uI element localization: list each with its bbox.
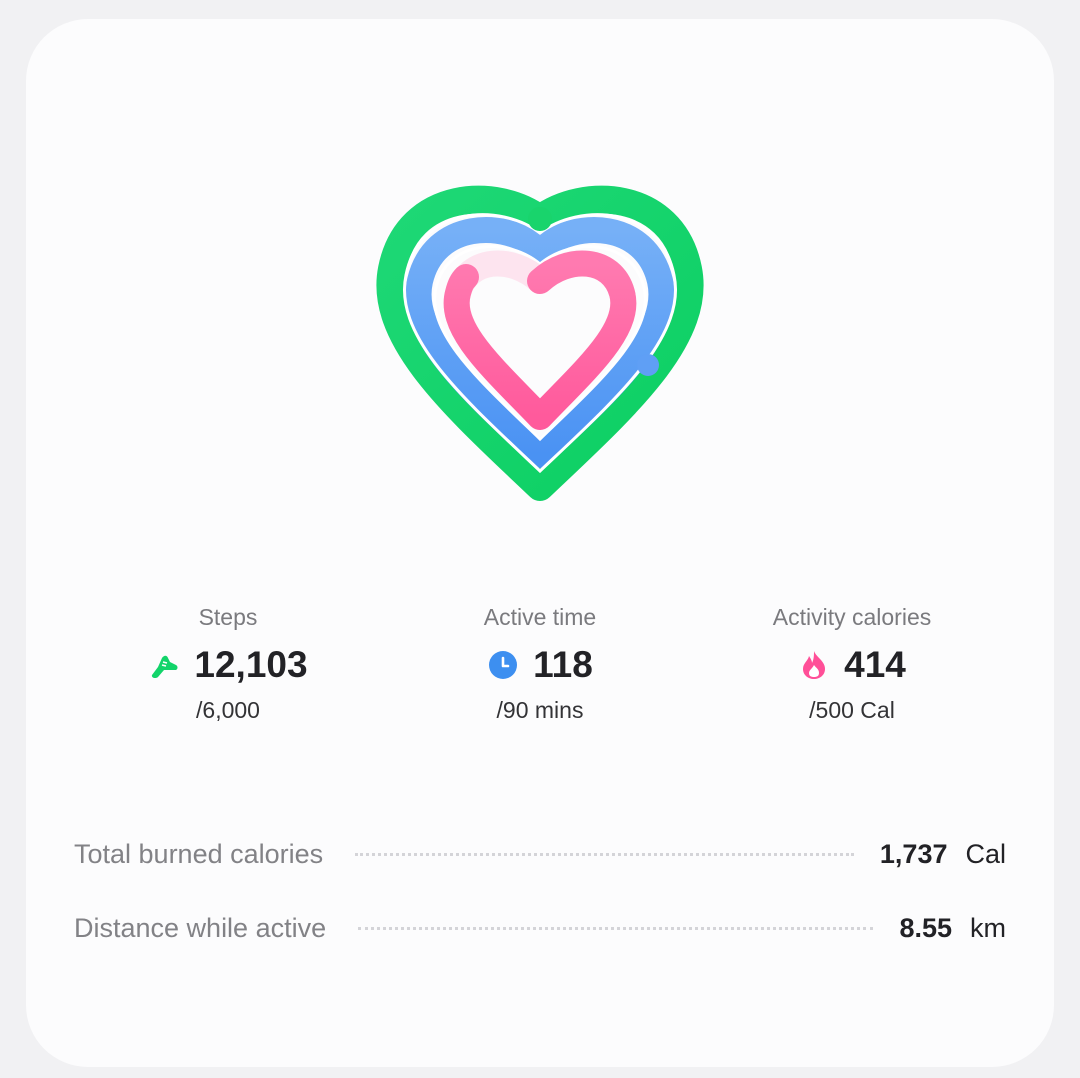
stat-value: 414 [844, 644, 906, 685]
detail-label: Total burned calories [74, 838, 324, 869]
clock-icon [489, 651, 518, 679]
detail-row-total-burned[interactable]: Total burned calories 1,737 Cal [74, 817, 1006, 891]
stat-value: 118 [533, 644, 593, 685]
calories-ring [443, 250, 637, 430]
flame-icon [803, 651, 826, 679]
detail-unit: Cal [965, 838, 1006, 869]
stat-activity-calories[interactable]: Activity calories 414 /500 Cal [692, 597, 1012, 727]
heart-rings-graphic [376, 185, 704, 501]
stat-label: Steps [198, 604, 258, 630]
detail-row-distance[interactable]: Distance while active 8.55 km [74, 891, 1006, 965]
details-list: Total burned calories 1,737 Cal Distance… [74, 817, 1006, 965]
shoe-icon [152, 655, 178, 679]
detail-unit: km [970, 912, 1006, 943]
detail-value: 1,737 [879, 838, 948, 869]
stat-goal: /90 mins [496, 697, 584, 723]
stat-label: Active time [483, 604, 597, 630]
stat-label: Activity calories [772, 604, 932, 630]
stat-goal: /500 Cal [809, 697, 895, 723]
stats-row: Steps 12,103 /6,000 Active time 118 /90 … [26, 597, 1054, 737]
activity-summary-card: Steps 12,103 /6,000 Active time 118 /90 … [26, 19, 1054, 1067]
stat-active-time[interactable]: Active time 118 /90 mins [380, 597, 700, 727]
steps-ring [376, 185, 704, 501]
detail-label: Distance while active [74, 912, 327, 943]
dotted-leader [355, 852, 854, 856]
active-time-ring [405, 217, 675, 468]
detail-value: 8.55 [899, 912, 952, 943]
stat-goal: /6,000 [196, 697, 260, 723]
dotted-leader [358, 926, 874, 930]
stat-steps[interactable]: Steps 12,103 /6,000 [68, 597, 388, 727]
activity-heart-chart [26, 19, 1054, 539]
stat-value: 12,103 [194, 644, 308, 685]
